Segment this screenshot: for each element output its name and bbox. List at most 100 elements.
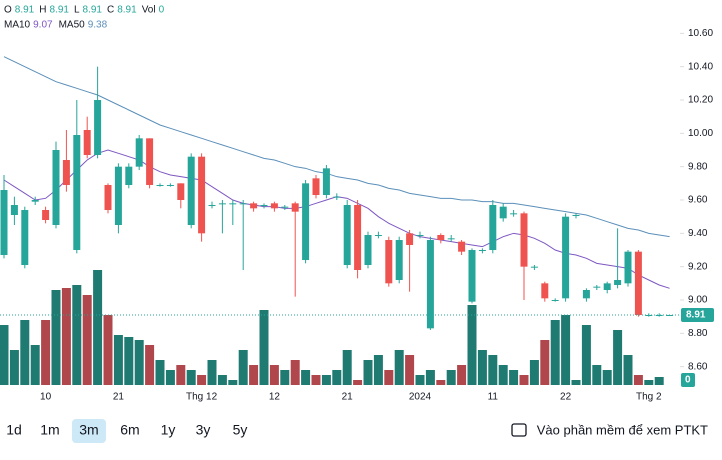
volume-bar [509,370,519,385]
volume-bar [124,337,134,385]
candle-body [374,235,382,236]
range-button-bg[interactable] [72,419,106,443]
ma-line [3,56,670,238]
volume-bar [581,325,591,385]
volume-bar [113,335,123,385]
volume-bar [186,370,196,385]
candle-body [166,185,174,186]
candle-body [291,203,299,212]
range-button[interactable]: 1d [6,422,22,438]
volume-bar [477,350,487,385]
candle-body [198,156,206,234]
candle-body [281,206,289,208]
x-tick-label: 10 [40,392,52,403]
volume-bar [446,370,456,385]
volume-bar [373,355,383,385]
range-button[interactable]: 1m [40,422,59,438]
x-tick-label: 22 [560,392,572,403]
candle-body [406,233,414,245]
volume-bar [155,360,165,385]
candle-body [52,150,60,225]
volume-bar [20,320,30,385]
candle-body [83,130,91,155]
volume-bar [457,365,467,385]
volume-bar [654,377,664,385]
candle-body [239,203,247,205]
ptkt-link[interactable]: Vào phần mềm để xem PTKT [537,422,708,437]
candle-body [499,206,507,219]
candle-body [551,300,559,301]
volume-bar [228,380,238,385]
candle-body [530,266,538,268]
candle-body [437,235,445,240]
readout-value: 8.91 [117,5,137,16]
readout-value: 8.91 [83,5,103,16]
volume-bar [82,295,92,385]
y-tick-label: 10.40 [688,61,713,72]
volume-bar [280,370,290,385]
screen-icon[interactable] [511,423,527,437]
volume-bar [571,380,581,385]
range-button[interactable]: 3m [79,422,98,438]
candle-body [0,190,8,255]
candle-body [582,290,590,299]
candle-body [364,235,372,265]
volume-bar [436,380,446,385]
volume-bar [9,350,19,385]
volume-bar [41,320,51,385]
volume-bar [61,288,71,385]
candle-body [187,156,195,225]
volume-bar [145,345,155,385]
volume-bar [644,380,654,385]
x-tick-label: Thg 2 [636,392,662,403]
candle-body [229,203,237,205]
volume-bar [0,325,9,385]
volume-bar [301,370,311,385]
volume-bar [165,370,175,385]
y-tick-label: 9.40 [688,228,708,239]
candle-body [385,240,393,284]
volume-bar [415,375,425,385]
candle-body [655,315,663,316]
candle-body [416,235,424,236]
volume-bar [498,365,508,385]
volume-bar [633,375,643,385]
volume-bar [561,315,571,385]
volume-bar [467,305,477,385]
volume-bar [176,365,186,385]
candle-body [634,251,642,315]
x-tick-label: 2024 [409,392,432,403]
volume-bar [550,320,560,385]
candle-body [395,240,403,280]
y-tick-label: 9.60 [688,195,708,206]
range-button[interactable]: 5y [233,422,248,438]
volume-bar [134,340,144,385]
range-button[interactable]: 3y [196,422,211,438]
volume-bar [519,375,529,385]
range-button[interactable]: 6m [120,422,139,438]
candle-body [270,203,278,209]
volume-bar [623,355,633,385]
candle-body [447,238,455,240]
candle-body [593,286,601,288]
volume-bar [342,350,352,385]
range-button[interactable]: 1y [161,422,176,438]
volume-bar [613,330,623,385]
volume-bar [207,360,217,385]
y-tick-label: 9.00 [688,295,708,306]
volume-bar [269,365,279,385]
candle-body [302,183,310,260]
y-tick-label: 10.60 [688,28,713,39]
volume-bar [394,350,404,385]
volume-bar [30,345,40,385]
candle-body [114,166,122,225]
candle-body [312,178,320,195]
candle-body [426,240,434,329]
volume-bar [363,360,373,385]
candle-body [94,100,102,155]
volume-bar [592,365,602,385]
volume-bar [353,380,363,385]
volume-bar [384,370,394,385]
volume-bar [332,370,342,385]
